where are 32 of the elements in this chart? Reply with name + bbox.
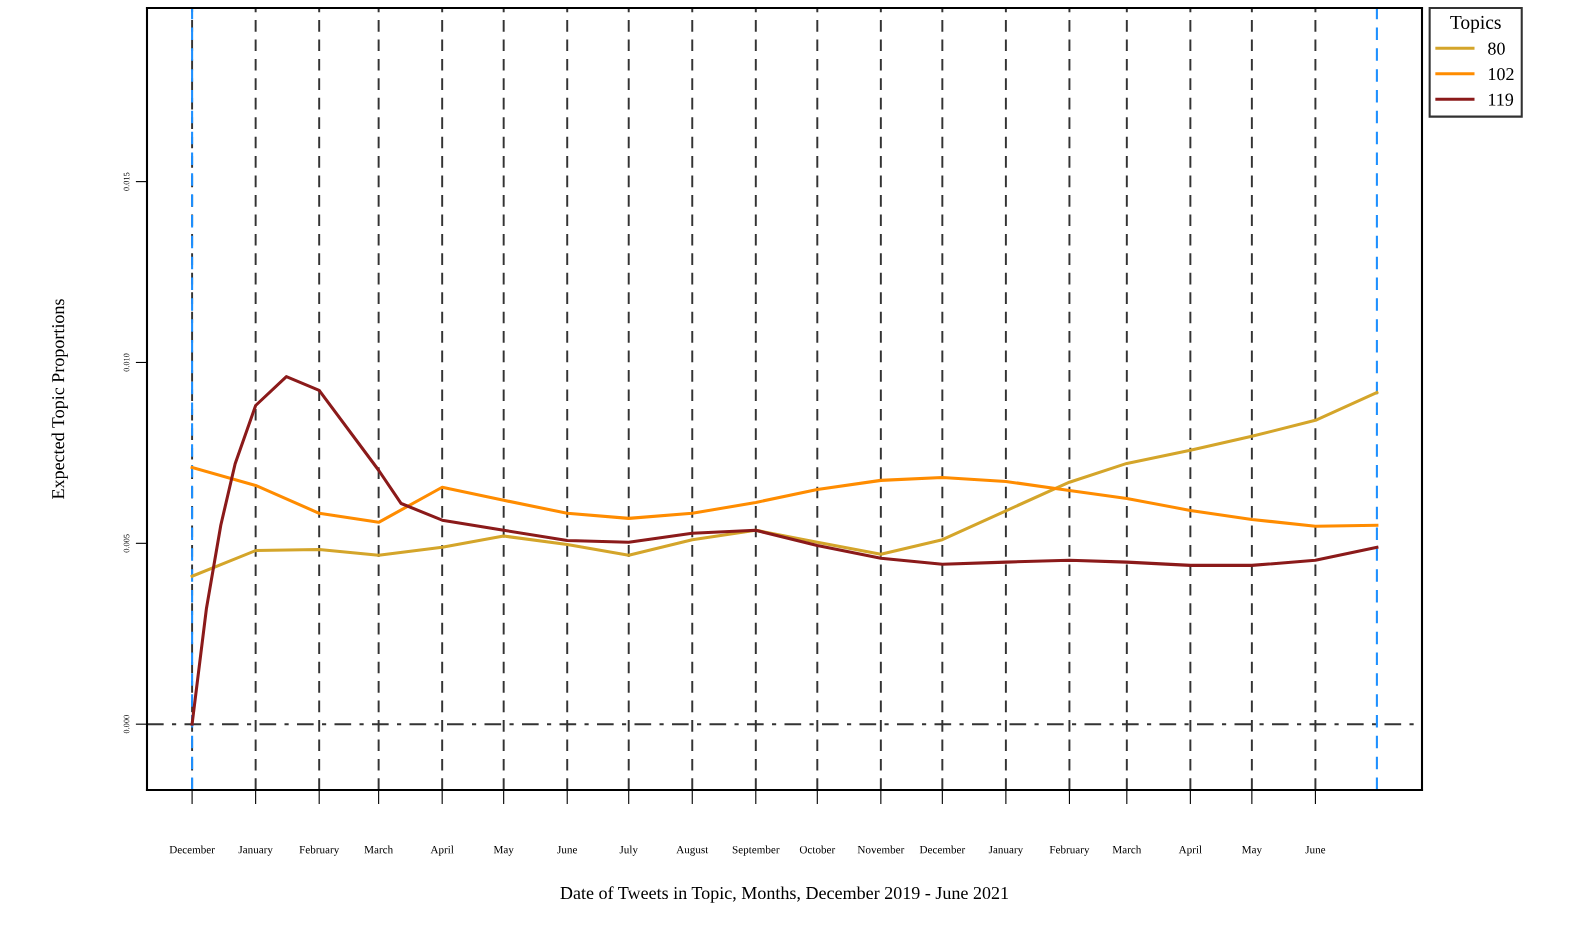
line-series: [190, 390, 1379, 578]
x-tick-label: July: [619, 845, 638, 856]
y-tick-label: 0.010: [123, 353, 130, 372]
legend-label: 102: [1489, 68, 1514, 81]
x-tick-label: April: [430, 845, 454, 856]
legend-label: 80: [1488, 42, 1505, 55]
legend-title: Topics: [1450, 15, 1501, 33]
x-tick-label: March: [364, 845, 393, 854]
x-axis-title: Date of Tweets in Topic, Months, December 2019 - June 2021: [560, 886, 1008, 903]
x-tick-label: June: [557, 845, 578, 854]
x-tick-label: August: [676, 845, 709, 856]
x-tick-label: September: [732, 845, 780, 856]
x-tick-label: December: [169, 845, 215, 854]
y-tick-label: 0.005: [123, 534, 130, 553]
x-tick-label: November: [857, 845, 905, 854]
x-tick-label: April: [1178, 845, 1202, 856]
x-tick-label: October: [799, 845, 836, 854]
y-axis-title: Expected Topic Proportions: [51, 299, 68, 499]
x-tick-label: February: [299, 845, 340, 856]
x-tick-label: May: [493, 845, 514, 856]
x-tick-label: December: [919, 845, 966, 854]
x-tick-label: June: [1305, 845, 1326, 854]
x-tick-label: January: [238, 845, 273, 856]
y-tick-label: 0.015: [123, 172, 130, 191]
x-tick-label: March: [1112, 845, 1142, 854]
x-tick-label: January: [988, 845, 1024, 856]
x-tick-label: May: [1242, 845, 1262, 856]
x-tick-label: February: [1049, 845, 1090, 856]
y-tick-label: 0.000: [123, 715, 130, 734]
legend-label: 119: [1489, 93, 1514, 106]
line-series: [190, 465, 1379, 528]
line-series: [190, 375, 1379, 726]
